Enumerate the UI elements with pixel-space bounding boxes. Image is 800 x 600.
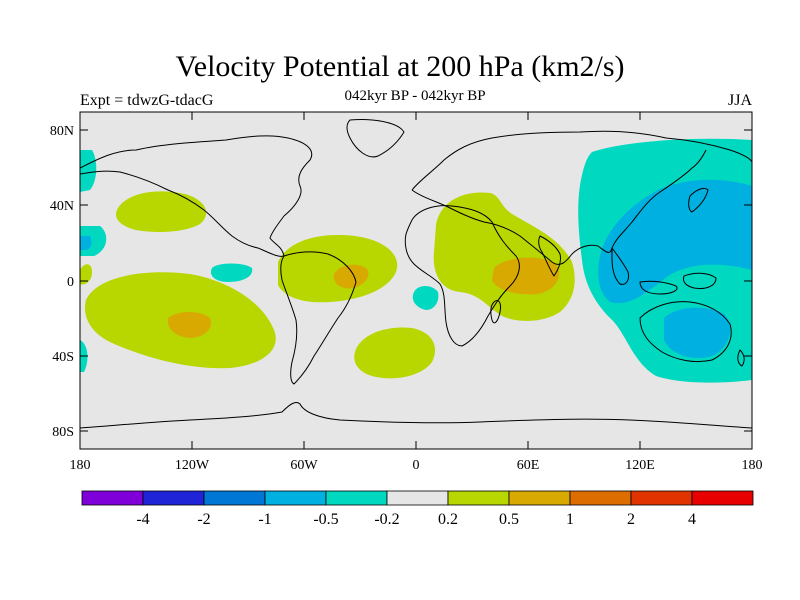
colorbar: -4 -2 -1 -0.5 -0.2 0.2 0.5 1 2 4 bbox=[81, 490, 754, 528]
positive-region-dateline-edge bbox=[80, 264, 92, 285]
colorbar-swatch-3 bbox=[264, 490, 327, 506]
lon-label-60w: 60W bbox=[290, 458, 318, 473]
lat-label-0: 0 bbox=[67, 275, 74, 290]
colorbar-label-0: -4 bbox=[136, 511, 149, 528]
lat-label-80n: 80N bbox=[50, 124, 74, 139]
lon-label-180e: 180 bbox=[742, 458, 763, 473]
colorbar-swatch-0 bbox=[81, 490, 144, 506]
coastline-south-america bbox=[280, 251, 357, 385]
lon-label-120w: 120W bbox=[175, 458, 210, 473]
coastline-europe-asia bbox=[411, 130, 752, 265]
lat-label-80s: 80S bbox=[52, 425, 74, 440]
colorbar-label-1: -2 bbox=[197, 511, 210, 528]
plot-title: Velocity Potential at 200 hPa (km2/s) bbox=[175, 50, 625, 83]
colorbar-label-6: 0.5 bbox=[499, 511, 519, 528]
coastline-greenland bbox=[346, 119, 405, 158]
negative-core-west-pacific bbox=[598, 179, 752, 304]
coastline-india bbox=[538, 235, 561, 277]
colorbar-label-5: 0.2 bbox=[438, 511, 458, 528]
negative-region-gulf-of-guinea bbox=[412, 286, 439, 310]
coastlines bbox=[80, 119, 752, 429]
lat-label-40n: 40N bbox=[50, 199, 74, 214]
positive-core-south-america bbox=[333, 264, 369, 289]
colorbar-swatch-9 bbox=[630, 490, 693, 506]
tick-marks bbox=[79, 112, 753, 449]
colorbar-label-4: -0.2 bbox=[374, 511, 399, 528]
positive-region-north-pacific bbox=[116, 191, 207, 232]
colorbar-swatch-10 bbox=[691, 490, 754, 506]
positive-core-indian-ocean bbox=[492, 257, 560, 295]
coastline-southeast-asia bbox=[611, 247, 717, 295]
colorbar-swatch-7 bbox=[508, 490, 571, 506]
coastline-antarctica bbox=[80, 401, 752, 429]
colorbar-swatch-4 bbox=[325, 490, 388, 506]
positive-region-south-atlantic bbox=[354, 327, 436, 379]
experiment-label: Expt = tdwzG-tdacG bbox=[80, 92, 214, 109]
season-label: JJA bbox=[727, 92, 752, 109]
coastline-new-zealand bbox=[737, 349, 745, 367]
negative-region-central-pacific bbox=[210, 263, 253, 282]
lon-label-0: 0 bbox=[413, 458, 420, 473]
colorbar-label-7: 1 bbox=[566, 511, 574, 528]
negative-core-dateline bbox=[80, 236, 92, 250]
lon-label-120e: 120E bbox=[625, 458, 655, 473]
longitude-labels: 180 120W 60W 0 60E 120E 180 bbox=[70, 458, 763, 473]
lon-label-60e: 60E bbox=[517, 458, 540, 473]
lon-label-180w: 180 bbox=[70, 458, 91, 473]
colorbar-label-9: 4 bbox=[688, 511, 696, 528]
colorbar-swatch-6 bbox=[447, 490, 510, 506]
negative-core-australia bbox=[664, 307, 731, 359]
colorbar-label-8: 2 bbox=[627, 511, 635, 528]
coastline-japan bbox=[688, 187, 709, 213]
coastline-australia bbox=[639, 301, 732, 363]
colorbar-swatch-8 bbox=[569, 490, 632, 506]
colorbar-swatch-1 bbox=[142, 490, 205, 506]
plot-subtitle: 042kyr BP - 042kyr BP bbox=[344, 88, 486, 104]
colorbar-swatch-5 bbox=[386, 490, 449, 506]
negative-region-north-pacific-edge bbox=[80, 150, 97, 192]
coastline-madagascar bbox=[490, 299, 501, 324]
colorbar-label-2: -1 bbox=[258, 511, 271, 528]
colorbar-swatch-2 bbox=[203, 490, 266, 506]
colorbar-label-3: -0.5 bbox=[313, 511, 338, 528]
coastline-north-america bbox=[80, 135, 313, 257]
positive-core-south-pacific bbox=[167, 312, 212, 338]
contour-fields bbox=[80, 138, 752, 383]
coastline-africa bbox=[404, 205, 520, 347]
lat-label-40s: 40S bbox=[52, 350, 74, 365]
latitude-labels: 80N 40N 0 40S 80S bbox=[50, 124, 74, 440]
